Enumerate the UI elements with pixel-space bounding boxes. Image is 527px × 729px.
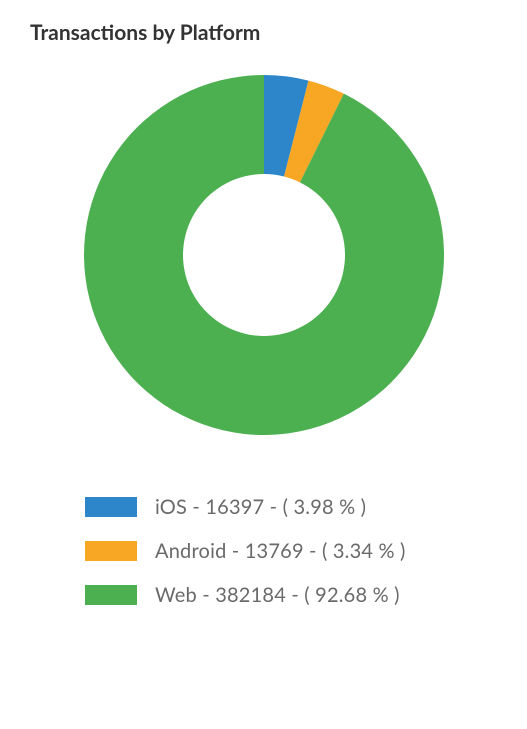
chart-title: Transactions by Platform (30, 20, 497, 45)
legend: iOS - 16397 - ( 3.98 % ) Android - 13769 … (30, 495, 497, 607)
legend-item-ios: iOS - 16397 - ( 3.98 % ) (85, 495, 497, 519)
legend-swatch (85, 541, 137, 561)
legend-item-android: Android - 13769 - ( 3.34 % ) (85, 539, 497, 563)
donut-chart (84, 75, 444, 435)
legend-swatch (85, 497, 137, 517)
donut-container (84, 75, 444, 435)
donut-wrapper (30, 75, 497, 435)
legend-label: Android - 13769 - ( 3.34 % ) (155, 539, 406, 563)
legend-label: iOS - 16397 - ( 3.98 % ) (155, 495, 366, 519)
legend-swatch (85, 585, 137, 605)
donut-slice-web (84, 75, 444, 435)
legend-label: Web - 382184 - ( 92.68 % ) (155, 583, 400, 607)
legend-item-web: Web - 382184 - ( 92.68 % ) (85, 583, 497, 607)
